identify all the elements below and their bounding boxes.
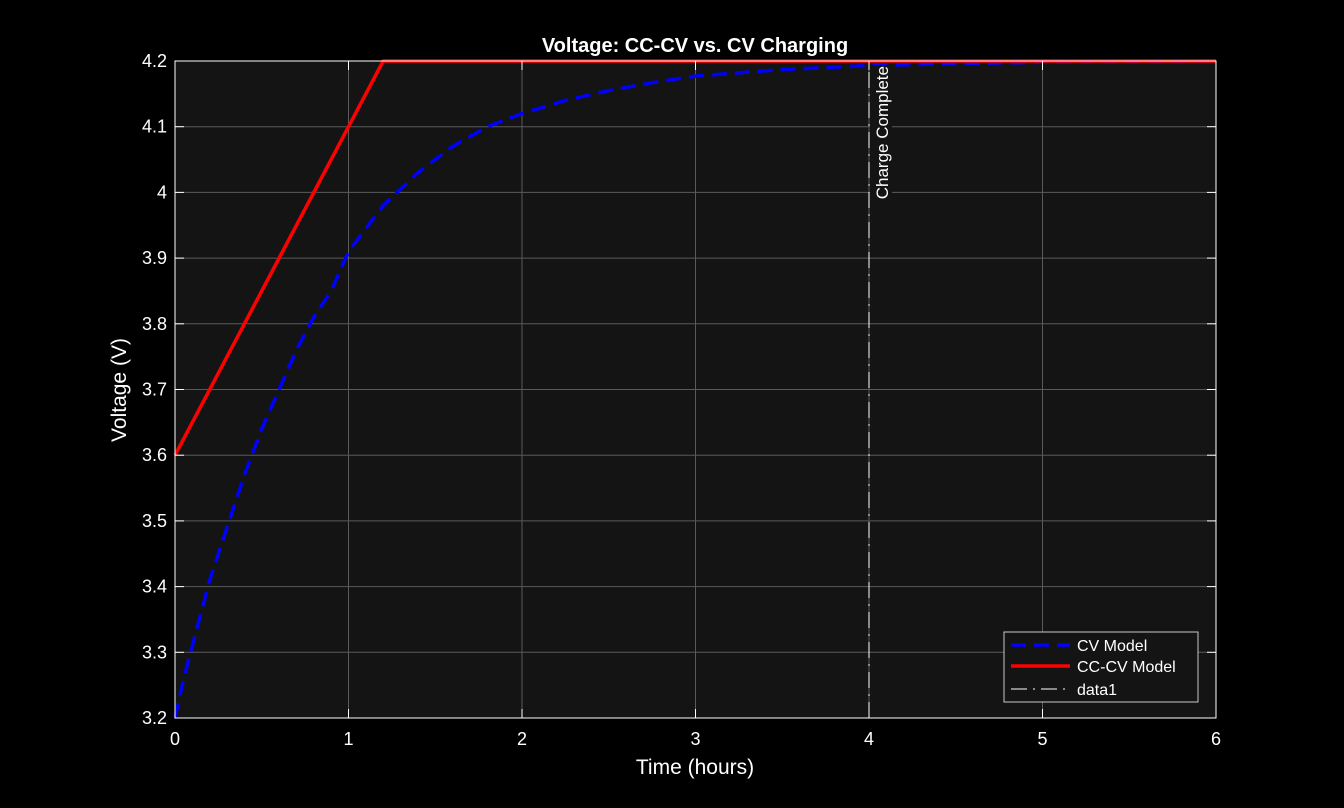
x-tick-label: 1 [343, 729, 353, 749]
x-tick-label: 6 [1211, 729, 1221, 749]
legend-label-cc-cv-model: CC-CV Model [1077, 659, 1176, 676]
series-line-cv-model [173, 59, 1217, 719]
y-tick-label: 4.2 [142, 51, 167, 71]
y-tick-label: 3.2 [142, 708, 167, 728]
y-tick-label: 3.8 [142, 314, 167, 334]
x-tick-label: 5 [1037, 729, 1047, 749]
y-tick-label: 4.1 [142, 117, 167, 137]
legend-label-cv-model: CV Model [1077, 638, 1147, 655]
legend-label-data1: data1 [1077, 682, 1117, 699]
y-axis-label: Voltage (V) [108, 338, 131, 442]
chart-title: Voltage: CC-CV vs. CV Charging [542, 35, 848, 57]
legend: CV Model CC-CV Model data1 [1003, 631, 1199, 703]
y-tick-label: 4 [157, 182, 167, 202]
charge-complete-annotation: Charge Complete [873, 66, 892, 199]
x-axis-label: Time (hours) [636, 756, 754, 779]
y-tick-label: 3.5 [142, 511, 167, 531]
y-tick-label: 3.3 [142, 642, 167, 662]
y-tick-label: 3.9 [142, 248, 167, 268]
x-tick-label: 2 [517, 729, 527, 749]
x-tick-label: 0 [170, 729, 180, 749]
annotation-layer: Charge Complete [870, 65, 892, 233]
y-tick-label: 3.7 [142, 380, 167, 400]
annotation-background [870, 65, 892, 233]
y-tick-label: 3.6 [142, 445, 167, 465]
x-tick-label: 3 [690, 729, 700, 749]
y-tick-label: 3.4 [142, 577, 167, 597]
x-tick-label: 4 [864, 729, 874, 749]
tick-layer: 0 1 2 3 4 5 6 3.2 3.3 3.4 3.5 3.6 3.7 3.8 3.9 4 4.1 4.2 [142, 51, 1221, 749]
